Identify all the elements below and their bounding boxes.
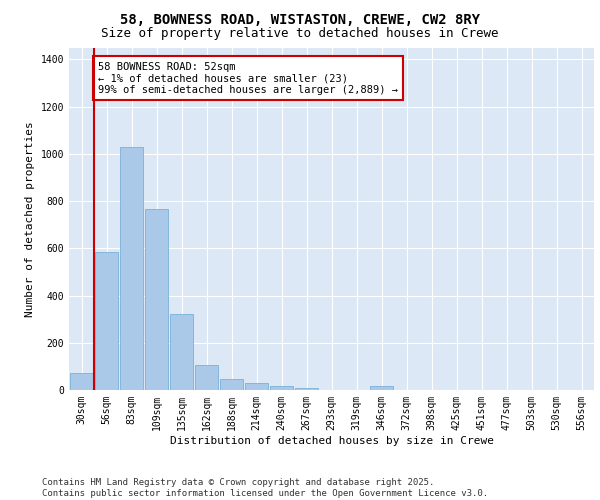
Bar	[145, 210, 169, 390]
Text: 58 BOWNESS ROAD: 52sqm
← 1% of detached houses are smaller (23)
99% of semi-deta: 58 BOWNESS ROAD: 52sqm ← 1% of detached …	[98, 62, 398, 95]
Bar	[295, 388, 319, 390]
Y-axis label: Number of detached properties: Number of detached properties	[25, 121, 35, 316]
Bar	[70, 374, 94, 390]
Bar	[370, 386, 394, 390]
Bar	[170, 314, 193, 390]
Bar	[269, 386, 293, 390]
Bar	[119, 146, 143, 390]
Bar	[220, 380, 244, 390]
Text: Size of property relative to detached houses in Crewe: Size of property relative to detached ho…	[101, 28, 499, 40]
Bar	[245, 384, 268, 390]
X-axis label: Distribution of detached houses by size in Crewe: Distribution of detached houses by size …	[170, 436, 493, 446]
Text: Contains HM Land Registry data © Crown copyright and database right 2025.
Contai: Contains HM Land Registry data © Crown c…	[42, 478, 488, 498]
Bar	[95, 252, 118, 390]
Text: 58, BOWNESS ROAD, WISTASTON, CREWE, CW2 8RY: 58, BOWNESS ROAD, WISTASTON, CREWE, CW2 …	[120, 12, 480, 26]
Bar	[194, 365, 218, 390]
